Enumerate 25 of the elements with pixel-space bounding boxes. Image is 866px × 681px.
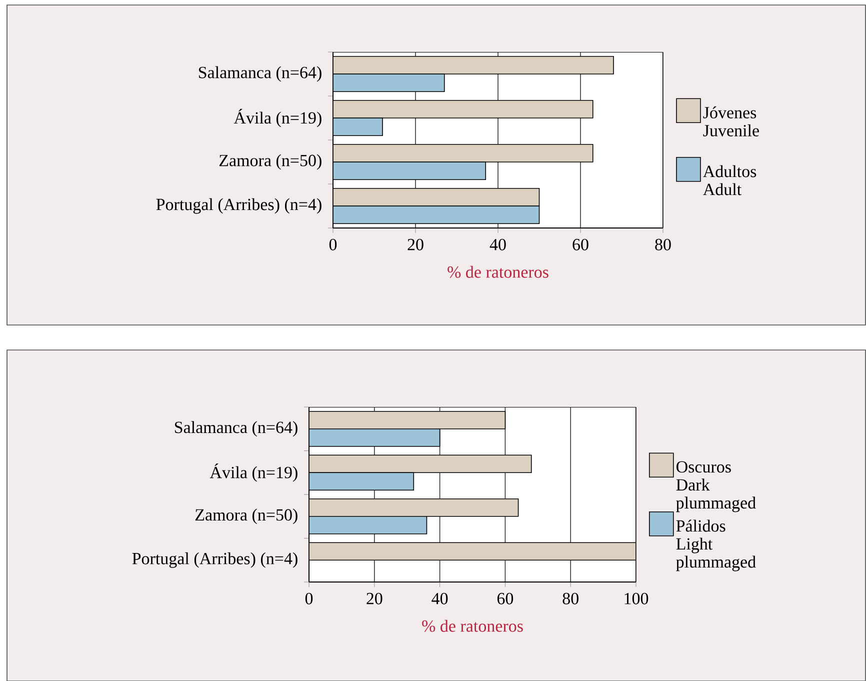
legend-label: Adultos Adult [703,165,756,196]
y-tick-label: Portugal (Arribes) (n=4) [132,552,298,568]
y-tick-label: Salamanca (n=64) [198,66,322,82]
x-tick-label: 40 [432,592,448,604]
y-tick-label: Zamora (n=50) [219,154,322,170]
x-tick-label: 0 [329,238,337,250]
x-tick-label: 60 [497,592,514,604]
y-tick-label: Portugal (Arribes) (n=4) [156,198,322,214]
x-tick-label: 20 [366,592,382,604]
legend-label: Pálidos Light plummaged [676,520,756,572]
x-tick-label: 100 [624,592,648,604]
y-tick-label: Ávila (n=19) [234,108,322,127]
x-tick-label: 20 [408,238,424,250]
x-axis-title: % de ratoneros [422,620,523,632]
x-axis-title: % de ratoneros [448,266,548,278]
x-tick-label: 60 [572,238,588,250]
legend-label: Jóvenes Juvenile [703,106,759,136]
y-tick-label: Ávila (n=19) [210,463,298,482]
x-tick-label: 80 [655,238,671,250]
legend-label: Oscuros Dark plummaged [676,461,756,512]
x-tick-label: 40 [490,238,506,250]
y-tick-label: Zamora (n=50) [195,508,298,524]
y-tick-label: Salamanca (n=64) [174,420,298,436]
x-tick-label: 0 [305,592,313,604]
x-tick-label: 80 [562,592,578,604]
